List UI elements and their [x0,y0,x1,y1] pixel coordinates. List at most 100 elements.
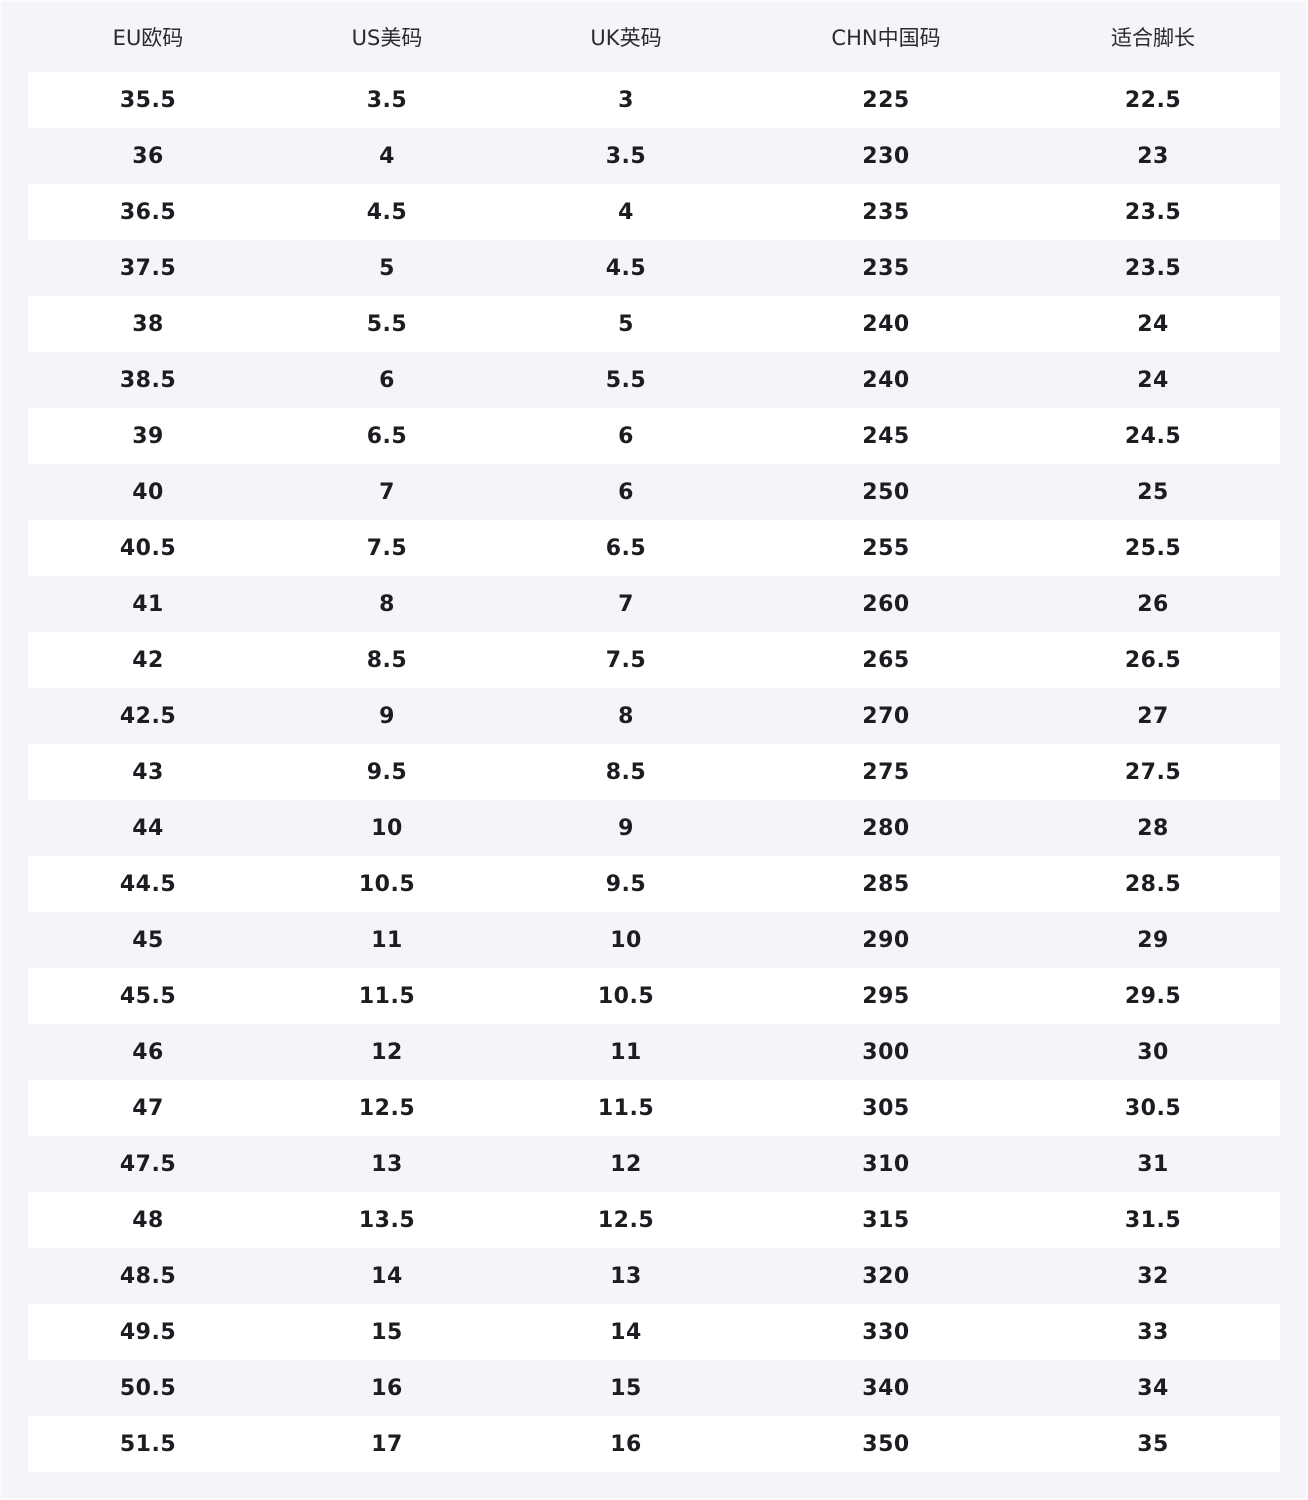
table-row: 44.5 10.5 9.5 285 28.5 [28,856,1280,912]
table-cell: 10 [371,815,403,841]
table-cell: 6.5 [268,408,506,464]
table-cell: 51.5 [28,1416,268,1472]
table-cell: 6 [506,408,746,464]
table-cell: 41 [132,591,164,617]
table-cell: 3.5 [268,72,506,128]
table-cell: 13.5 [268,1192,506,1248]
table-cell: 4 [506,184,746,240]
column-header: EU欧码 [112,26,184,50]
table-cell: 5 [506,296,746,352]
table-cell: 3 [506,72,746,128]
table-cell: 47.5 [119,1151,177,1177]
table-cell: 350 [746,1416,1026,1472]
table-cell: 7.5 [268,520,506,576]
table-cell: 275 [746,744,1026,800]
table-cell: 45.5 [28,968,268,1024]
table-cell: 9 [618,815,634,841]
table-row: 48.5 14 13 320 32 [28,1248,1280,1304]
table-cell: 36.5 [28,184,268,240]
table-row: 44 10 9 280 28 [28,800,1280,856]
table-cell: 4 [379,143,395,169]
table-row: 35.5 3.5 3 225 22.5 [28,72,1280,128]
table-row: 43 9.5 8.5 275 27.5 [28,744,1280,800]
table-cell: 285 [746,856,1026,912]
table-cell: 14 [371,1263,403,1289]
table-row: 45.5 11.5 10.5 295 29.5 [28,968,1280,1024]
table-cell: 8 [618,703,634,729]
table-row: 46 12 11 300 30 [28,1024,1280,1080]
table-cell: 6 [618,479,634,505]
table-cell: 43 [28,744,268,800]
table-cell: 270 [862,703,910,729]
table-cell: 320 [862,1263,910,1289]
table-cell: 16 [371,1375,403,1401]
table-cell: 23.5 [1026,184,1280,240]
table-cell: 28 [1137,815,1169,841]
table-cell: 38.5 [119,367,177,393]
table-cell: 265 [746,632,1026,688]
table-cell: 48 [28,1192,268,1248]
table-cell: 330 [746,1304,1026,1360]
table-cell: 240 [746,296,1026,352]
table-cell: 27 [1137,703,1169,729]
table-row: 42.5 9 8 270 27 [28,688,1280,744]
table-row: 42 8.5 7.5 265 26.5 [28,632,1280,688]
table-cell: 22.5 [1026,72,1280,128]
table-cell: 9 [379,703,395,729]
table-cell: 6 [379,367,395,393]
table-cell: 39 [28,408,268,464]
table-cell: 255 [746,520,1026,576]
table-row: 36 4 3.5 230 23 [28,128,1280,184]
table-cell: 36 [132,143,164,169]
table-cell: 11 [610,1039,642,1065]
table-cell: 11.5 [268,968,506,1024]
table-cell: 16 [506,1416,746,1472]
table-row: 36.5 4.5 4 235 23.5 [28,184,1280,240]
table-cell: 5.5 [268,296,506,352]
table-cell: 300 [862,1039,910,1065]
column-header: UK英码 [590,26,662,50]
table-cell: 35 [1026,1416,1280,1472]
table-cell: 48.5 [119,1263,177,1289]
table-cell: 42.5 [119,703,177,729]
table-row: 38 5.5 5 240 24 [28,296,1280,352]
table-cell: 310 [862,1151,910,1177]
table-cell: 24 [1137,367,1169,393]
table-cell: 14 [506,1304,746,1360]
table-cell: 7.5 [506,632,746,688]
table-cell: 49.5 [28,1304,268,1360]
table-cell: 12 [610,1151,642,1177]
table-cell: 290 [862,927,910,953]
table-row: 50.5 16 15 340 34 [28,1360,1280,1416]
table-cell: 11 [371,927,403,953]
header-row: EU欧码 US美码 UK英码 CHN中国码 适合脚长 [28,2,1280,72]
size-table: EU欧码 US美码 UK英码 CHN中国码 适合脚长 35.5 3.5 3 225 22.5 36… [28,2,1280,1472]
table-row: 38.5 6 5.5 240 24 [28,352,1280,408]
table-cell: 38 [28,296,268,352]
table-cell: 44 [132,815,164,841]
table-cell: 12.5 [268,1080,506,1136]
table-cell: 8.5 [268,632,506,688]
table-cell: 260 [862,591,910,617]
table-cell: 50.5 [119,1375,177,1401]
table-cell: 280 [862,815,910,841]
table-cell: 45 [132,927,164,953]
table-cell: 235 [862,255,910,281]
table-cell: 46 [132,1039,164,1065]
table-row: 39 6.5 6 245 24.5 [28,408,1280,464]
column-header: US美码 [351,26,423,50]
table-cell: 15 [610,1375,642,1401]
table-cell: 28.5 [1026,856,1280,912]
table-cell: 9.5 [506,856,746,912]
table-cell: 12.5 [506,1192,746,1248]
table-cell: 47 [28,1080,268,1136]
table-row: 49.5 15 14 330 33 [28,1304,1280,1360]
table-row: 37.5 5 4.5 235 23.5 [28,240,1280,296]
table-row: 51.5 17 16 350 35 [28,1416,1280,1472]
table-row: 47.5 13 12 310 31 [28,1136,1280,1192]
table-cell: 35.5 [28,72,268,128]
table-cell: 6.5 [506,520,746,576]
table-row: 40 7 6 250 25 [28,464,1280,520]
table-cell: 13 [610,1263,642,1289]
